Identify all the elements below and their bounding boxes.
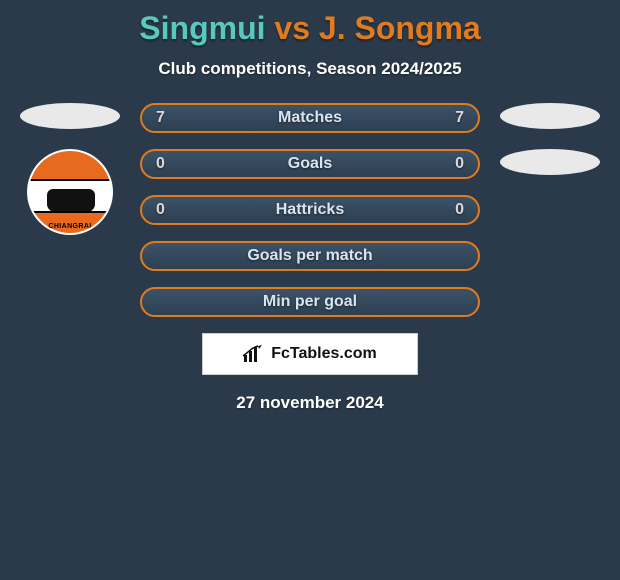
stat-row-goals-per-match: Goals per match — [140, 241, 480, 271]
stat-label: Goals per match — [247, 247, 372, 265]
player1-club-badge: CHIANGRAI — [27, 149, 113, 235]
stat-row-goals: 0 Goals 0 — [140, 149, 480, 179]
player2-club-placeholder — [500, 149, 600, 175]
stat-left-value: 7 — [156, 105, 165, 131]
player2-photo-placeholder — [500, 103, 600, 129]
stat-label: Goals — [288, 155, 332, 173]
stat-row-hattricks: 0 Hattricks 0 — [140, 195, 480, 225]
stat-right-value: 7 — [455, 105, 464, 131]
club-badge-text: CHIANGRAI — [29, 223, 111, 230]
stat-right-value: 0 — [455, 151, 464, 177]
bar-chart-icon — [243, 345, 265, 363]
player1-name: Singmui — [139, 10, 265, 46]
stat-rows: 7 Matches 7 0 Goals 0 0 Hattricks 0 Goal… — [140, 103, 480, 317]
left-column: CHIANGRAI — [10, 103, 130, 235]
page-title: Singmui vs J. Songma — [0, 0, 620, 47]
vs-text: vs — [274, 10, 318, 46]
subtitle: Club competitions, Season 2024/2025 — [0, 59, 620, 79]
attribution-box: FcTables.com — [202, 333, 418, 375]
stat-right-value: 0 — [455, 197, 464, 223]
stat-label: Min per goal — [263, 293, 357, 311]
attribution-brand: FcTables.com — [271, 345, 377, 363]
stat-row-matches: 7 Matches 7 — [140, 103, 480, 133]
content-area: CHIANGRAI 7 Matches 7 0 Goals 0 0 Hattri… — [0, 103, 620, 413]
date-text: 27 november 2024 — [0, 393, 620, 413]
stat-left-value: 0 — [156, 151, 165, 177]
stat-label: Hattricks — [276, 201, 344, 219]
player1-photo-placeholder — [20, 103, 120, 129]
stat-left-value: 0 — [156, 197, 165, 223]
player2-name: J. Songma — [319, 10, 481, 46]
stat-label: Matches — [278, 109, 342, 127]
right-column — [490, 103, 610, 195]
stat-row-min-per-goal: Min per goal — [140, 287, 480, 317]
